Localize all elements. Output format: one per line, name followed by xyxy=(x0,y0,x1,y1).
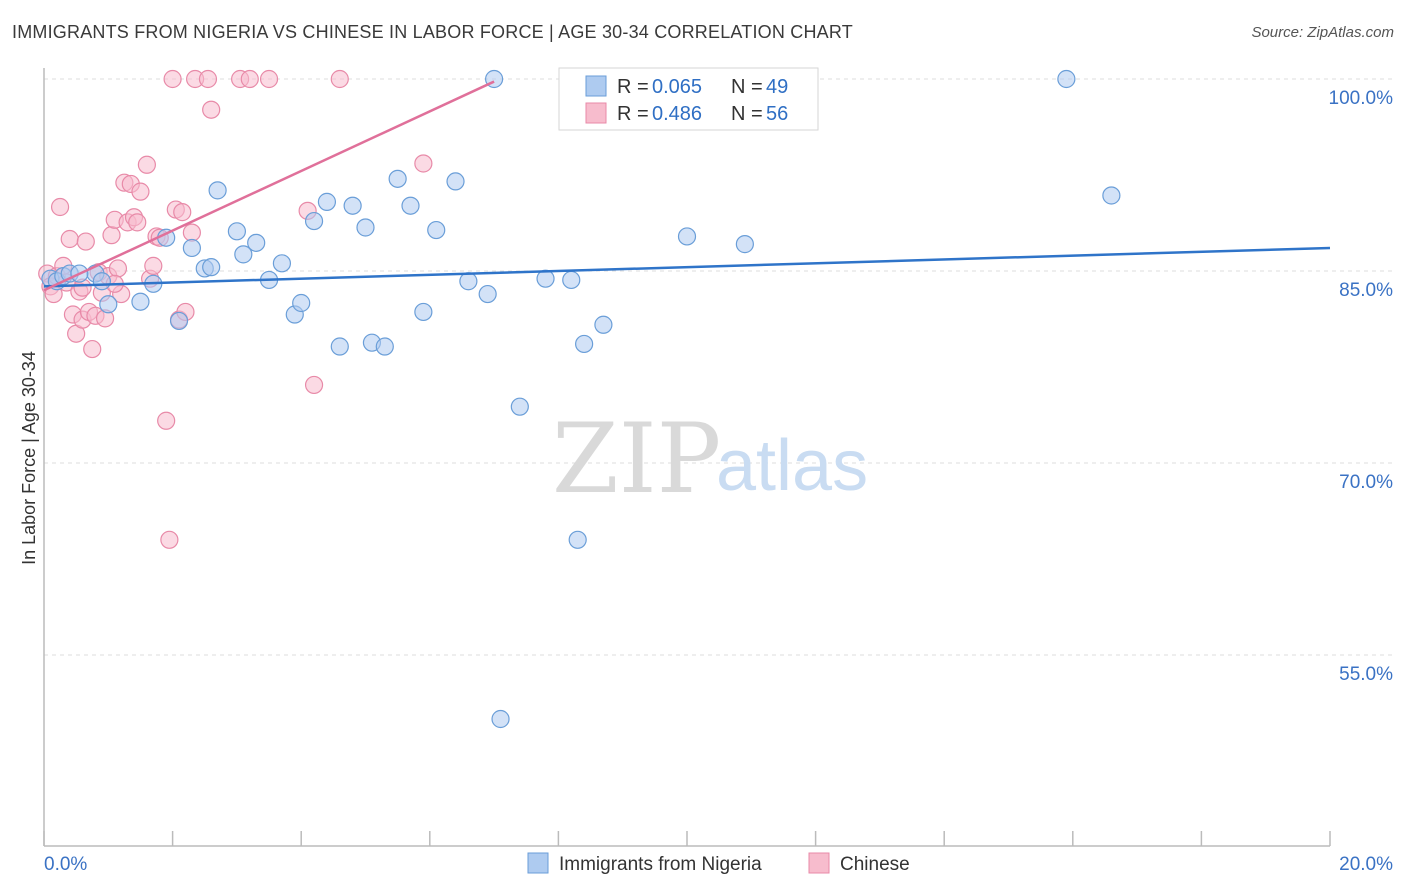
nigeria-point-38 xyxy=(510,397,529,416)
nigeria-point-24 xyxy=(330,337,349,356)
legend-n-label-nigeria: N = xyxy=(731,76,763,98)
nigeria-point-47 xyxy=(575,334,594,354)
chinese-point-29 xyxy=(131,182,150,201)
chinese-point-7 xyxy=(60,229,79,249)
chinese-point-36 xyxy=(160,530,179,549)
nigeria-point-6 xyxy=(99,295,118,314)
y-tick-label-55: 55.0% xyxy=(1339,664,1393,685)
nigeria-point-21 xyxy=(292,293,311,313)
nigeria-points xyxy=(41,69,1121,729)
y-axis-title: In Labor Force | Age 30-34 xyxy=(19,351,39,565)
chinese-point-51 xyxy=(330,69,349,89)
nigeria-point-46 xyxy=(1102,186,1121,205)
chinese-point-20 xyxy=(102,226,121,245)
source-label: Source: ZipAtlas.com xyxy=(1251,24,1394,41)
y-tick-label-85: 85.0% xyxy=(1339,280,1393,301)
chinese-point-48 xyxy=(259,69,279,89)
chinese-point-44 xyxy=(198,69,218,89)
nigeria-point-35 xyxy=(478,284,497,304)
y-tick-label-70: 70.0% xyxy=(1339,472,1393,493)
x-tick-label-max: 20.0% xyxy=(1339,854,1393,875)
nigeria-point-15 xyxy=(227,222,246,241)
legend-n-value-chinese: 56 xyxy=(766,103,788,125)
legend-swatch-nigeria xyxy=(585,75,607,97)
watermark-atlas: atlas xyxy=(716,426,868,506)
nigeria-point-17 xyxy=(247,233,266,252)
legend-r-value-chinese: 0.486 xyxy=(652,103,702,125)
nigeria-point-7 xyxy=(131,292,150,311)
chinese-point-22 xyxy=(108,259,128,278)
nigeria-point-42 xyxy=(594,315,613,334)
chinese-point-28 xyxy=(128,213,147,232)
nigeria-point-14 xyxy=(208,181,227,200)
x-tick-label-min: 0.0% xyxy=(44,854,87,875)
chinese-point-40 xyxy=(173,203,192,222)
trend-lines xyxy=(43,80,1331,292)
nigeria-point-5 xyxy=(92,272,111,291)
chinese-point-14 xyxy=(83,339,102,359)
chinese-trend-line xyxy=(43,80,495,292)
chinese-point-4 xyxy=(50,197,70,217)
nigeria-point-32 xyxy=(427,220,446,240)
series-legend: Immigrants from Nigeria Chinese xyxy=(527,852,910,875)
nigeria-point-11 xyxy=(182,238,201,258)
legend-swatch-chinese xyxy=(585,102,607,124)
chart-title: IMMIGRANTS FROM NIGERIA VS CHINESE IN LA… xyxy=(12,22,853,42)
chinese-point-35 xyxy=(157,411,176,430)
bottom-legend-swatch-chinese xyxy=(808,852,830,874)
nigeria-point-34 xyxy=(459,272,478,291)
nigeria-point-13 xyxy=(202,258,221,277)
nigeria-point-45 xyxy=(1057,69,1076,89)
nigeria-point-23 xyxy=(317,192,337,211)
nigeria-point-41 xyxy=(568,530,587,549)
nigeria-point-30 xyxy=(401,196,420,215)
y-tick-label-100: 100.0% xyxy=(1329,88,1394,109)
nigeria-point-10 xyxy=(169,311,189,331)
nigeria-point-44 xyxy=(735,235,754,254)
chinese-point-42 xyxy=(182,223,201,242)
legend-r-label-chinese: R = xyxy=(617,103,649,125)
chinese-point-52 xyxy=(414,154,433,173)
legend-n-label-chinese: N = xyxy=(731,103,763,125)
chinese-point-50 xyxy=(304,375,324,395)
chinese-points xyxy=(38,69,587,549)
nigeria-point-16 xyxy=(234,245,253,264)
nigeria-point-22 xyxy=(304,211,324,231)
gridlines xyxy=(44,78,1393,656)
nigeria-point-31 xyxy=(414,302,433,322)
chinese-point-32 xyxy=(144,256,163,275)
nigeria-point-40 xyxy=(562,270,581,290)
chinese-point-12 xyxy=(76,232,95,251)
correlation-legend: R = 0.065 N = 49 R = 0.486 N = 56 xyxy=(558,67,819,131)
bottom-legend-label-chinese: Chinese xyxy=(840,854,910,875)
y-tick-labels: 100.0% 85.0% 70.0% 55.0% xyxy=(1329,88,1394,685)
nigeria-point-29 xyxy=(388,169,407,188)
nigeria-point-26 xyxy=(356,218,375,237)
legend-r-value-nigeria: 0.065 xyxy=(652,76,702,98)
nigeria-point-43 xyxy=(677,227,697,246)
chinese-point-37 xyxy=(163,69,182,89)
chinese-point-45 xyxy=(202,100,221,119)
bottom-legend-label-nigeria: Immigrants from Nigeria xyxy=(559,854,762,875)
bottom-legend-swatch-nigeria xyxy=(527,852,549,874)
nigeria-point-33 xyxy=(446,172,465,191)
nigeria-point-37 xyxy=(491,709,510,729)
legend-r-label-nigeria: R = xyxy=(617,76,649,98)
chinese-point-30 xyxy=(137,155,156,174)
chinese-point-47 xyxy=(240,69,259,89)
nigeria-point-28 xyxy=(375,337,394,356)
nigeria-point-25 xyxy=(343,196,362,215)
nigeria-trend-line xyxy=(43,246,1331,288)
nigeria-point-19 xyxy=(272,254,292,273)
legend-n-value-nigeria: 49 xyxy=(766,76,788,98)
x-ticks xyxy=(43,831,1331,846)
watermark-zip: ZIP xyxy=(552,403,721,515)
